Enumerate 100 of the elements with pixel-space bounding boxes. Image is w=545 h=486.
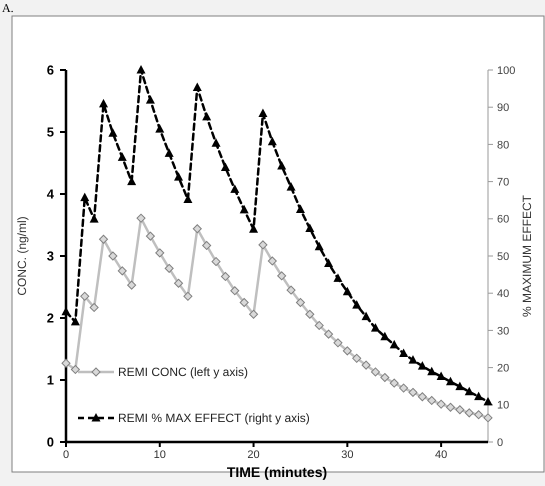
point bbox=[258, 240, 268, 250]
point bbox=[70, 364, 80, 374]
x-tick-label: 10 bbox=[154, 449, 166, 461]
point bbox=[99, 98, 108, 108]
text: A. bbox=[2, 1, 14, 15]
point bbox=[202, 240, 212, 250]
point bbox=[399, 384, 408, 393]
point bbox=[484, 396, 492, 406]
point bbox=[99, 234, 108, 244]
point bbox=[296, 204, 305, 213]
point bbox=[446, 376, 455, 386]
point bbox=[305, 310, 314, 319]
point bbox=[418, 392, 427, 402]
point bbox=[80, 292, 90, 301]
point bbox=[240, 298, 249, 307]
point bbox=[427, 396, 436, 405]
point bbox=[324, 258, 334, 267]
x-tick-label: 40 bbox=[434, 449, 448, 461]
point bbox=[296, 298, 305, 307]
point bbox=[220, 162, 230, 171]
legend-label: REMI % MAX EFFECT (right y axis) bbox=[118, 411, 310, 426]
y-tick-label: 5 bbox=[46, 124, 54, 140]
point bbox=[362, 312, 371, 320]
legend-label: REMI CONC (left y axis) bbox=[118, 365, 248, 380]
point bbox=[118, 152, 127, 161]
x-axis-title: TIME (minutes) bbox=[226, 464, 328, 480]
x-tick-label: 20 bbox=[247, 449, 260, 461]
point bbox=[342, 286, 352, 296]
point bbox=[390, 340, 399, 348]
y2-tick-label: 0 bbox=[497, 436, 504, 449]
y-tick-label: 2 bbox=[46, 310, 54, 326]
point bbox=[474, 392, 484, 400]
point bbox=[80, 192, 90, 202]
point bbox=[136, 65, 146, 74]
point bbox=[183, 292, 192, 301]
point bbox=[455, 405, 464, 414]
point bbox=[464, 386, 474, 396]
point bbox=[192, 224, 202, 234]
point bbox=[70, 316, 80, 326]
point bbox=[436, 400, 446, 409]
y-tick-label: 1 bbox=[46, 372, 54, 388]
y2-tick-label: 90 bbox=[497, 102, 510, 114]
point bbox=[474, 410, 484, 420]
point bbox=[370, 323, 380, 332]
point bbox=[314, 242, 324, 250]
point bbox=[277, 160, 286, 170]
point bbox=[446, 402, 455, 412]
y2-tick-label: 30 bbox=[497, 325, 510, 338]
point bbox=[408, 355, 418, 364]
point bbox=[390, 378, 399, 388]
point bbox=[352, 354, 362, 363]
y2-tick-label: 40 bbox=[497, 288, 510, 300]
point bbox=[249, 310, 258, 319]
point bbox=[408, 388, 418, 397]
x-tick-label: 30 bbox=[341, 449, 354, 461]
y2-tick-label: 80 bbox=[497, 139, 510, 152]
point bbox=[212, 257, 221, 266]
y2-tick-label: 20 bbox=[497, 362, 510, 374]
y-tick-label: 3 bbox=[46, 248, 54, 264]
point bbox=[380, 373, 390, 382]
point bbox=[146, 232, 155, 241]
point bbox=[268, 256, 277, 266]
point bbox=[286, 286, 296, 295]
point bbox=[146, 95, 155, 104]
point bbox=[268, 136, 277, 146]
point bbox=[155, 248, 164, 258]
point bbox=[202, 112, 212, 120]
y2-tick-label: 10 bbox=[497, 400, 510, 412]
point bbox=[240, 204, 249, 214]
point bbox=[118, 266, 127, 276]
y-tick-label: 0 bbox=[46, 434, 54, 450]
y2-tick-label: 100 bbox=[497, 64, 516, 77]
point bbox=[164, 148, 174, 157]
point bbox=[127, 280, 136, 290]
point bbox=[258, 108, 268, 118]
point bbox=[370, 367, 380, 376]
point bbox=[333, 273, 342, 282]
point bbox=[333, 338, 342, 348]
point bbox=[192, 82, 202, 91]
point bbox=[62, 358, 70, 368]
x-tick-label: 0 bbox=[62, 449, 70, 461]
point bbox=[484, 413, 492, 422]
point bbox=[277, 271, 286, 280]
point bbox=[220, 272, 230, 281]
point bbox=[108, 252, 118, 260]
y-axis-title: CONC. (ng/ml) bbox=[15, 216, 29, 296]
point bbox=[164, 264, 174, 273]
point bbox=[230, 184, 240, 193]
point bbox=[314, 320, 324, 330]
y2-tick-label: 70 bbox=[497, 176, 510, 188]
point bbox=[174, 278, 184, 288]
point bbox=[155, 124, 164, 133]
point bbox=[230, 286, 240, 296]
point bbox=[362, 360, 371, 370]
point bbox=[324, 330, 334, 339]
point bbox=[286, 182, 296, 191]
point bbox=[418, 361, 427, 370]
point bbox=[455, 382, 464, 390]
point bbox=[108, 128, 118, 137]
point bbox=[90, 302, 99, 312]
